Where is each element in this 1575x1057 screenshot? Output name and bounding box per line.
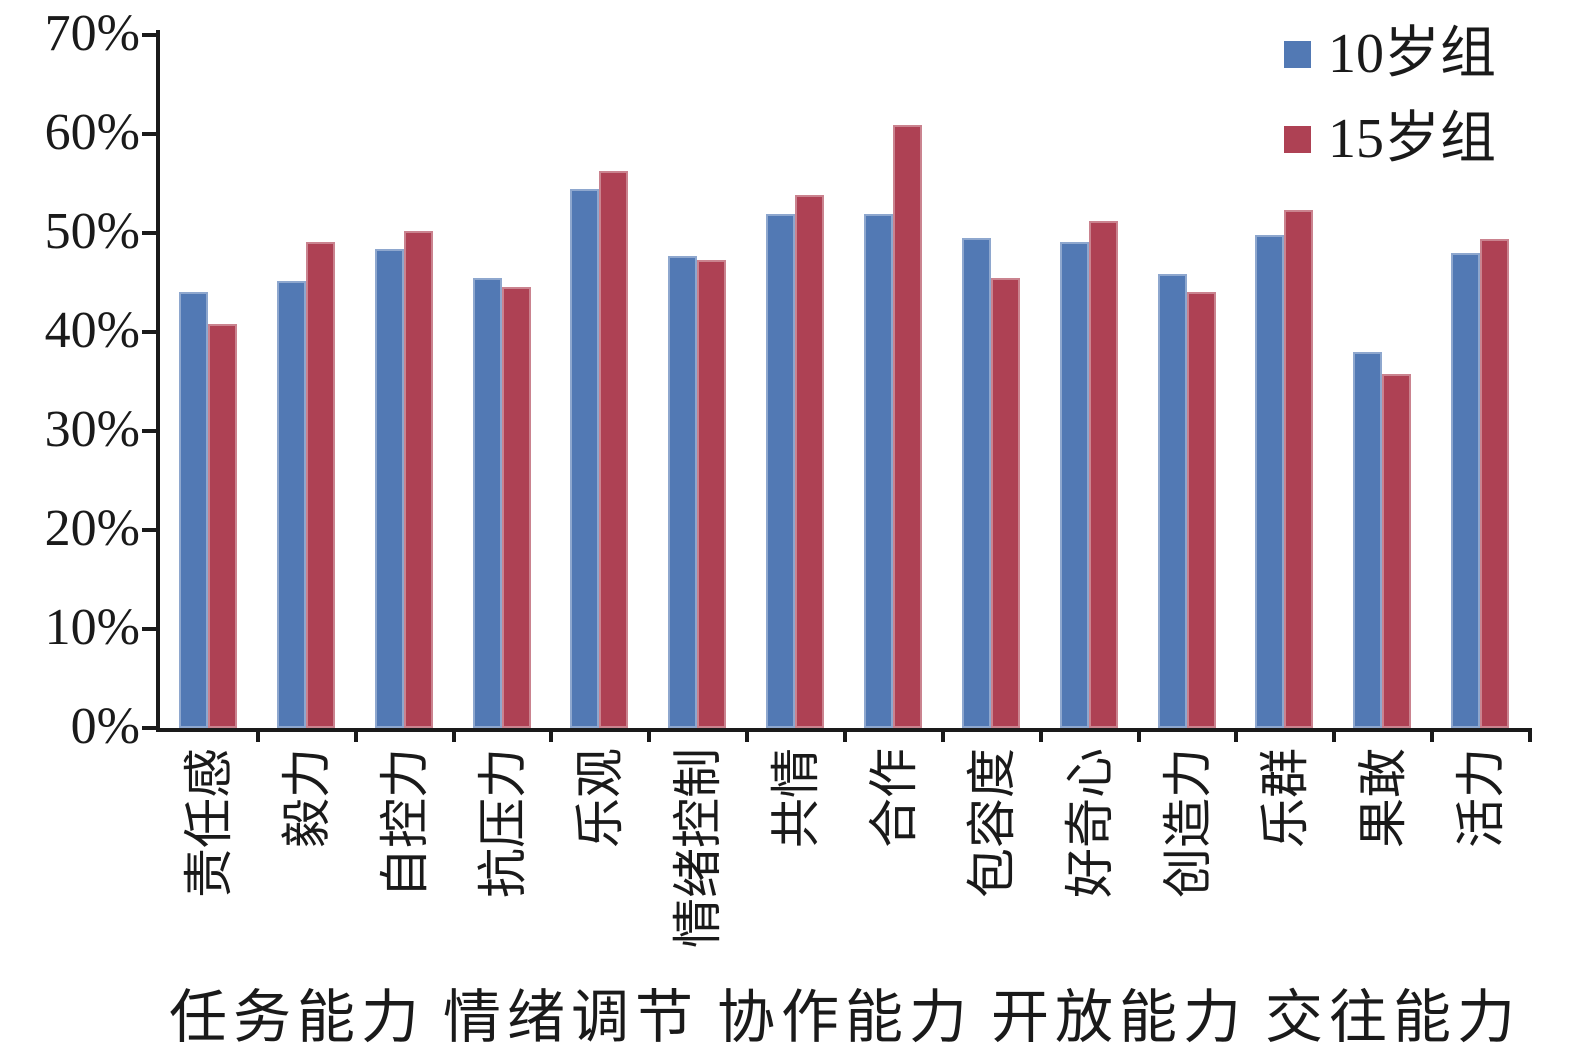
x-axis-category-label: 抗压力 (474, 748, 531, 898)
x-axis-category-label: 好奇心 (1061, 748, 1118, 898)
y-axis-tick (142, 132, 160, 136)
category-group-label: 协作能力 (716, 985, 973, 1050)
category-group-label: 开放能力 (990, 985, 1247, 1050)
x-axis-category-label: 自控力 (376, 748, 433, 898)
legend-swatch-series-0 (1284, 40, 1311, 68)
bar-series-0-cat-4 (570, 189, 600, 728)
bar-series-0-cat-8 (961, 237, 991, 728)
x-axis-category-label: 情绪控制 (670, 748, 727, 948)
bar-series-0-cat-7 (864, 214, 893, 728)
x-axis-tick (843, 728, 847, 742)
x-axis-tick (1430, 728, 1435, 742)
y-axis-tick (142, 330, 160, 334)
legend-label-series-0: 10岁组 (1328, 23, 1496, 85)
y-axis-tick (142, 627, 160, 631)
y-axis-tick-label: 20% (44, 499, 140, 557)
bar-series-0-cat-0 (179, 292, 208, 728)
bar-series-0-cat-12 (1353, 351, 1383, 728)
legend: 10岁组 15岁组 (1284, 26, 1496, 196)
x-axis-tick (1332, 728, 1337, 742)
y-axis-tick-label: 10% (44, 598, 140, 656)
y-axis-tick-label: 50% (44, 202, 140, 260)
x-axis-category-label: 共情 (768, 748, 825, 848)
x-axis-category-label: 包容度 (963, 748, 1020, 898)
category-group-label: 情绪调节 (442, 985, 699, 1050)
x-axis-category-label: 毅力 (278, 748, 335, 848)
x-axis-category-label: 活力 (1453, 748, 1510, 848)
y-axis-tick-label: 30% (44, 400, 140, 458)
x-axis-category-label: 合作 (865, 748, 922, 848)
y-axis-tick (142, 528, 160, 532)
x-axis-tick (255, 728, 260, 742)
bar-series-0-cat-1 (276, 280, 306, 728)
bar-series-0-cat-13 (1451, 252, 1481, 728)
x-axis-tick (1528, 728, 1532, 742)
y-axis-tick (142, 231, 160, 235)
bar-series-1-cat-3 (501, 287, 531, 728)
y-axis-tick-label: 0% (70, 697, 140, 755)
category-group-label: 交往能力 (1264, 985, 1521, 1050)
bar-series-1-cat-0 (208, 324, 237, 728)
bar-series-1-cat-12 (1382, 373, 1412, 728)
x-axis-tick (647, 728, 652, 742)
x-axis-category-label: 乐群 (1257, 748, 1314, 848)
x-axis-tick (549, 728, 554, 742)
y-axis-tick (142, 726, 160, 730)
x-axis-tick (1234, 728, 1239, 742)
legend-swatch-series-1 (1284, 125, 1311, 153)
bar-series-0-cat-2 (374, 248, 404, 728)
x-axis-category-label: 创造力 (1159, 748, 1216, 898)
bar-series-1-cat-2 (403, 231, 433, 728)
bar-series-0-cat-5 (668, 255, 698, 728)
x-axis-tick (451, 728, 456, 742)
y-axis-tick (142, 429, 160, 433)
x-axis-tick (940, 728, 945, 742)
x-axis-tick (1136, 728, 1141, 742)
bar-series-0-cat-9 (1059, 241, 1089, 728)
y-axis-line (156, 30, 160, 732)
y-axis-tick-label: 70% (44, 4, 140, 62)
x-axis-category-label: 乐观 (572, 748, 629, 848)
category-group-axis: 任务能力 情绪调节 协作能力 开放能力 交往能力 (160, 968, 1530, 1056)
legend-label-series-1: 15岁组 (1328, 108, 1496, 170)
bar-series-1-cat-6 (795, 195, 825, 728)
bar-series-1-cat-7 (893, 125, 922, 728)
x-axis-category-label: 果敢 (1355, 748, 1412, 848)
x-axis-tick (353, 728, 358, 742)
category-group-label: 任务能力 (168, 985, 425, 1050)
legend-item: 15岁组 (1284, 111, 1496, 167)
bar-series-1-cat-11 (1284, 210, 1314, 728)
bar-series-0-cat-6 (766, 214, 796, 728)
y-axis-tick (142, 33, 160, 37)
legend-item: 10岁组 (1284, 26, 1496, 82)
bar-series-0-cat-3 (472, 277, 502, 728)
bar-series-0-cat-10 (1157, 273, 1187, 728)
y-axis-tick-label: 40% (44, 301, 140, 359)
x-axis-tick (1038, 728, 1043, 742)
x-axis-tick (745, 728, 750, 742)
bar-series-1-cat-5 (697, 259, 727, 728)
y-axis-tick-label: 60% (44, 103, 140, 161)
bar-series-1-cat-10 (1186, 292, 1216, 728)
bar-series-1-cat-1 (305, 241, 335, 728)
bar-series-0-cat-11 (1255, 234, 1285, 728)
bar-series-1-cat-8 (990, 277, 1020, 728)
bar-series-1-cat-9 (1088, 221, 1118, 728)
bar-series-1-cat-4 (599, 170, 629, 728)
x-axis-category-label: 责任感 (180, 748, 237, 898)
bar-series-1-cat-13 (1480, 238, 1510, 728)
